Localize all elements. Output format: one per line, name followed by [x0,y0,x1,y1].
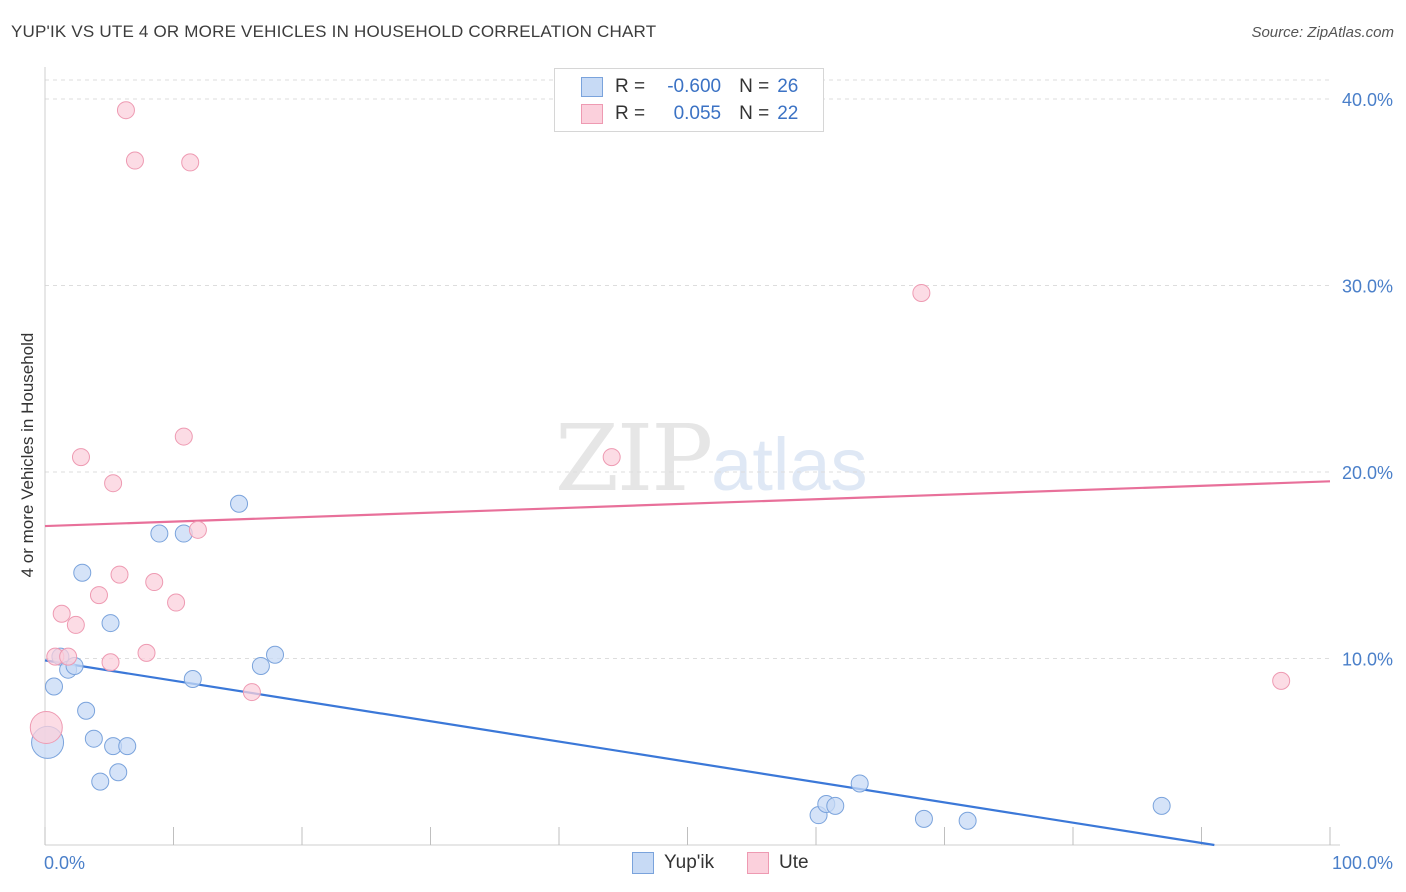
point-ute [912,283,931,302]
trend-line-yupik [44,659,1215,847]
point-yupik [826,796,845,815]
watermark-atlas: atlas [711,423,868,506]
y-tick-label: 20.0% [1342,463,1393,483]
legend-swatch-ute [581,104,603,124]
point-yupik [183,670,202,689]
bottom-legend-swatch-ute [747,852,769,874]
grid-lines [45,79,1330,659]
point-ute [89,586,108,605]
point-ute [1272,671,1291,690]
legend-n-value: 22 [777,103,799,124]
point-ute [52,604,71,623]
point-yupik [266,645,285,664]
point-ute [29,711,63,745]
x-tick-label-max: 100.0% [1332,853,1393,873]
point-ute [125,151,144,170]
y-tick-label: 10.0% [1342,650,1393,670]
watermark-zip: ZIP [555,405,713,512]
bottom-legend-ute: Ute [747,852,809,874]
point-yupik [44,677,63,696]
point-ute [104,474,123,493]
point-ute [174,427,193,446]
point-ute [66,615,85,634]
x-tick-label-min: 0.0% [44,853,85,873]
legend-r-label: R = [615,76,646,97]
y-tick-label: 30.0% [1342,277,1393,297]
bottom-legend-yupik: Yup'ik [632,852,714,874]
zipatlas-watermark: ZIPatlas [555,405,867,512]
point-ute [181,153,200,172]
y-tick-label: 40.0% [1342,90,1393,110]
source-label: Source: ZipAtlas.com [1251,24,1394,41]
legend-n-label: N = [739,76,770,97]
legend-swatch-yupik [581,77,603,97]
point-ute [167,593,186,612]
point-yupik [109,763,128,782]
point-ute [137,643,156,662]
legend-r-value: 0.055 [673,103,722,124]
point-ute [602,448,621,467]
point-ute [59,647,78,666]
legend-row-ute: R = 0.055 N = 22 [581,102,798,126]
point-yupik [230,494,249,513]
legend-n-value: 26 [777,76,799,97]
point-yupik [77,701,96,720]
point-ute [116,101,135,120]
point-yupik [1152,796,1171,815]
correlation-legend: R = -0.600 N = 26 R = 0.055 N = 22 [554,68,824,132]
point-yupik [73,563,92,582]
point-yupik [84,729,103,748]
point-ute [101,653,120,672]
point-ute [242,683,261,702]
legend-r-label: R = [615,103,646,124]
legend-n-label: N = [739,103,770,124]
bottom-legend-label-yupik: Yup'ik [664,852,715,873]
point-yupik [150,524,169,543]
data-points [29,101,1291,830]
tick-labels: 10.0% 20.0% 30.0% 40.0% 0.0% 100.0% [44,90,1393,873]
point-yupik [958,811,977,830]
trend-line-ute [44,480,1331,528]
trend-lines [44,480,1331,847]
legend-r-value: -0.600 [667,76,722,97]
axes [44,67,1340,846]
legend-row-yupik: R = -0.600 N = 26 [581,75,798,99]
point-ute [71,448,90,467]
chart-title: YUP'IK VS UTE 4 OR MORE VEHICLES IN HOUS… [11,22,657,41]
point-yupik [118,737,137,756]
point-yupik [850,774,869,793]
point-yupik [251,656,270,675]
point-ute [188,520,207,539]
bottom-legend-swatch-yupik [632,852,654,874]
point-ute [110,565,129,584]
point-yupik [914,809,933,828]
point-yupik [91,772,110,791]
point-ute [145,573,164,592]
bottom-legend-label-ute: Ute [779,852,809,873]
point-yupik [101,614,120,633]
